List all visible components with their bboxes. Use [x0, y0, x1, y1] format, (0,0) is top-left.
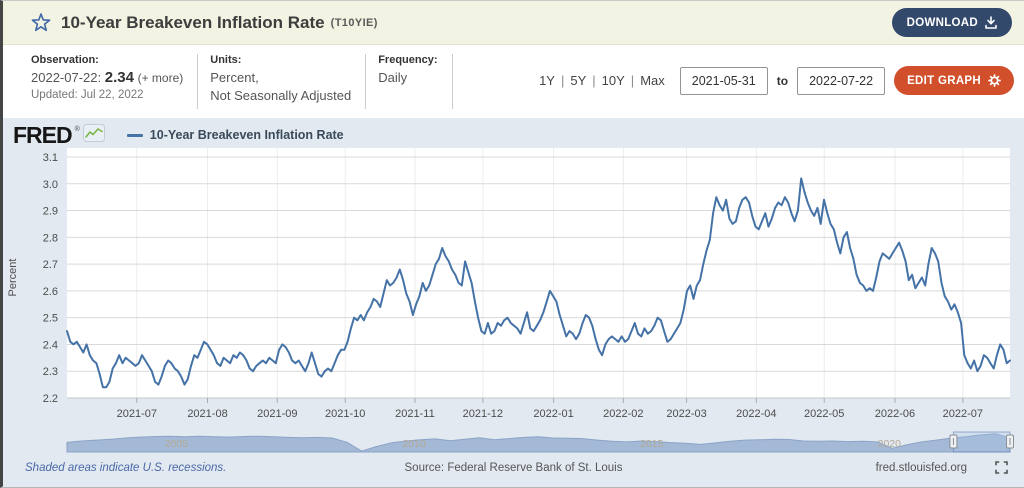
- registered-mark: ®: [74, 126, 80, 133]
- svg-text:2022-07: 2022-07: [943, 408, 983, 420]
- svg-text:2021-11: 2021-11: [395, 408, 435, 420]
- fred-logo: FRED ®: [13, 122, 105, 148]
- download-icon: [985, 16, 997, 29]
- svg-text:2022-01: 2022-01: [533, 408, 573, 420]
- gear-icon: [988, 74, 1001, 87]
- units-block: Units: Percent, Not Seasonally Adjusted: [210, 54, 367, 109]
- to-label: to: [776, 73, 789, 88]
- recession-note-link[interactable]: Shaded areas indicate U.S. recessions.: [25, 461, 227, 474]
- preset-separator: |: [560, 73, 565, 88]
- observation-block: Observation: 2022-07-22: 2.34 (+ more) U…: [31, 54, 199, 109]
- navigator-selection[interactable]: [952, 431, 1011, 453]
- observation-label: Observation:: [31, 54, 99, 66]
- updated-date: Updated: Jul 22, 2022: [31, 89, 144, 101]
- navigator-strip[interactable]: 2005 2010 2015 2020: [3, 431, 1024, 453]
- legend-line-swatch: [126, 133, 143, 137]
- preset-max[interactable]: Max: [640, 73, 665, 88]
- svg-text:2.4: 2.4: [43, 339, 58, 351]
- preset-10y[interactable]: 10Y: [601, 73, 625, 88]
- svg-text:Percent: Percent: [7, 259, 19, 297]
- legend-item: 10-Year Breakeven Inflation Rate: [126, 128, 344, 142]
- download-button[interactable]: DOWNLOAD: [891, 8, 1012, 37]
- range-presets: 1Y | 5Y | 10Y | Max: [539, 73, 665, 88]
- svg-text:2.8: 2.8: [43, 232, 58, 244]
- svg-text:2020: 2020: [878, 438, 902, 450]
- favorite-star-icon[interactable]: [31, 12, 51, 33]
- svg-text:2021-08: 2021-08: [187, 408, 227, 420]
- svg-text:2021-10: 2021-10: [325, 408, 365, 420]
- svg-text:2021-07: 2021-07: [117, 408, 157, 420]
- observation-value: 2.34: [104, 69, 134, 86]
- edit-graph-button[interactable]: EDIT GRAPH: [894, 66, 1014, 95]
- legend-series-label: 10-Year Breakeven Inflation Rate: [149, 128, 344, 142]
- svg-text:3.1: 3.1: [43, 152, 58, 164]
- edit-graph-label: EDIT GRAPH: [907, 74, 981, 87]
- svg-text:2021-09: 2021-09: [257, 408, 297, 420]
- observation-more-link[interactable]: (+ more): [137, 71, 184, 85]
- svg-text:2021-12: 2021-12: [463, 408, 503, 420]
- fred-logo-text: FRED: [13, 122, 73, 148]
- svg-text:2022-05: 2022-05: [804, 408, 844, 420]
- svg-text:2022-03: 2022-03: [666, 408, 706, 420]
- legend-row: FRED ® 10-Year Breakeven Inflation Rate: [3, 118, 1024, 148]
- svg-text:2010: 2010: [402, 438, 426, 450]
- fred-site-link[interactable]: fred.stlouisfed.org: [875, 461, 967, 474]
- svg-text:2005: 2005: [165, 438, 189, 450]
- chart-panel: FRED ® 10-Year Breakeven Inflation Rate …: [3, 118, 1024, 487]
- frequency-block: Frequency: Daily: [378, 54, 453, 109]
- svg-text:3.0: 3.0: [43, 179, 58, 191]
- fred-sparkline-icon: [82, 124, 105, 142]
- svg-text:2.6: 2.6: [43, 286, 58, 298]
- navigator-handle-left[interactable]: [949, 434, 958, 449]
- title-bar: 10-Year Breakeven Inflation Rate (T10YIE…: [3, 1, 1024, 45]
- preset-separator: |: [592, 73, 596, 88]
- svg-text:2.7: 2.7: [43, 259, 58, 271]
- frequency-label: Frequency:: [378, 54, 438, 66]
- chart-footer: Shaded areas indicate U.S. recessions. S…: [3, 453, 1024, 474]
- page-title: 10-Year Breakeven Inflation Rate: [61, 12, 325, 32]
- fullscreen-icon[interactable]: [995, 461, 1008, 474]
- range-controls: 1Y | 5Y | 10Y | Max to EDIT GRAPH: [539, 54, 1016, 95]
- observation-date: 2022-07-22:: [31, 70, 102, 85]
- svg-text:2.3: 2.3: [43, 366, 58, 378]
- svg-text:2.2: 2.2: [43, 393, 58, 405]
- units-line2: Not Seasonally Adjusted: [210, 87, 352, 103]
- start-date-input[interactable]: [679, 66, 768, 95]
- units-line1: Percent,: [210, 70, 259, 85]
- preset-5y[interactable]: 5Y: [570, 73, 587, 88]
- end-date-input[interactable]: [797, 66, 886, 95]
- info-bar: Observation: 2022-07-22: 2.34 (+ more) U…: [3, 45, 1024, 118]
- units-label: Units:: [210, 54, 242, 66]
- frequency-value: Daily: [378, 70, 408, 85]
- svg-text:2.5: 2.5: [43, 313, 58, 325]
- preset-1y[interactable]: 1Y: [539, 73, 555, 88]
- svg-text:2022-06: 2022-06: [875, 408, 915, 420]
- series-ticker: (T10YIE): [330, 16, 378, 29]
- svg-text:2015: 2015: [640, 438, 664, 450]
- svg-text:2022-02: 2022-02: [603, 408, 643, 420]
- preset-separator: |: [630, 73, 635, 88]
- svg-text:2.9: 2.9: [43, 206, 58, 218]
- download-button-label: DOWNLOAD: [906, 16, 978, 29]
- svg-text:2022-04: 2022-04: [736, 408, 776, 420]
- navigator-handle-right[interactable]: [1006, 434, 1014, 449]
- main-chart[interactable]: 2.2 2.3 2.4 2.5 2.6 2.7 2.8 2.9 3.0 3.1 2021-07 202…: [3, 148, 1024, 430]
